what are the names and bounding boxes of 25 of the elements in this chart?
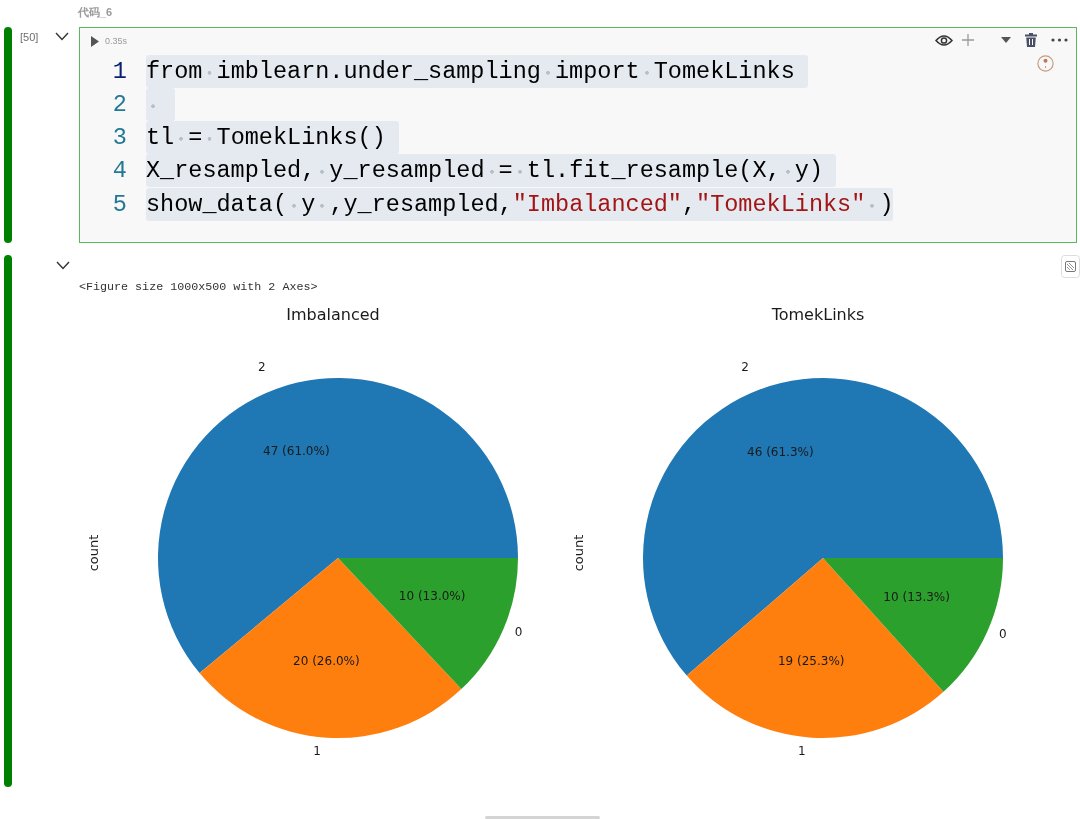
- data-label: 19 (25.3%): [777, 653, 845, 668]
- text: 5 show_data( y ,y_resampled,"Imbalanced","TomekLinks" ): [112, 189, 895, 220]
- data-label: 47 (61.0%): [263, 444, 330, 459]
- text: count: [570, 533, 587, 574]
- slice-label: 0: [514, 624, 523, 639]
- data-label: 46 (61.3%): [747, 444, 814, 459]
- text: 4 X_resampled, y_resampled = tl.fit_resample(X, y): [112, 156, 824, 187]
- chart-title: Imbalanced: [285, 304, 381, 326]
- text: [50]: [20, 30, 40, 45]
- text: 2: [112, 89, 128, 120]
- slice-label: 0: [998, 626, 1007, 641]
- text: 代码_6: [78, 5, 114, 20]
- slice-label: 2: [741, 360, 749, 375]
- data-label: 10 (13.0%): [398, 588, 466, 603]
- slice-label: 2: [258, 359, 266, 374]
- slice-label: 1: [797, 743, 806, 758]
- text: 3 tl = TomekLinks(): [112, 123, 387, 153]
- data-label: 10 (13.3%): [883, 589, 950, 604]
- text: <Figure size 1000x500 with 2 Axes>: [79, 280, 319, 295]
- text: 0.35s: [105, 35, 129, 48]
- chart-title: TomekLinks: [770, 304, 866, 326]
- slice-label: 1: [313, 743, 321, 758]
- data-label: 20 (26.0%): [293, 653, 360, 668]
- text: 1 from imblearn.under_sampling import TomekLinks: [112, 56, 796, 87]
- text: count: [85, 533, 102, 574]
